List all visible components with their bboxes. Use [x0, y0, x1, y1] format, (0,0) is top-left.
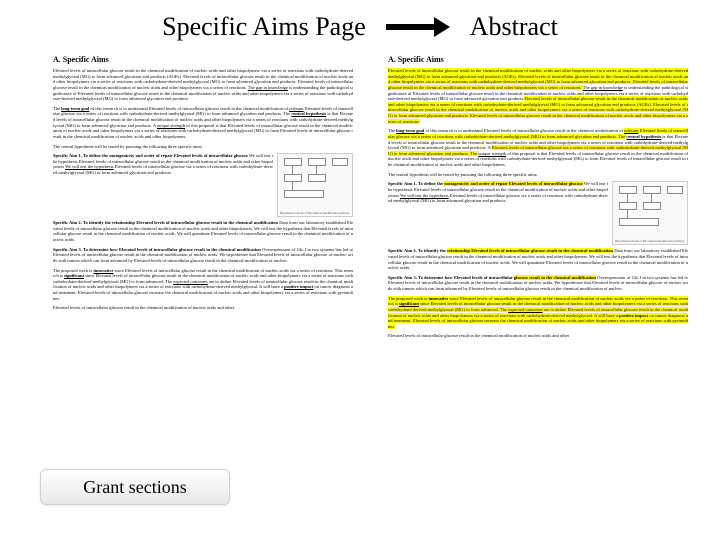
doc-paragraph: The proposed work is innovative since El… — [53, 268, 353, 302]
figure-caption: Hypothetical model of MG-derived modific… — [280, 212, 350, 215]
doc-hypothesis-line: The central hypothesis will be tested by… — [53, 144, 353, 150]
doc-paragraph: The long-term goal of this research is t… — [388, 128, 688, 167]
doc-paragraph: The proposed work is innovative since El… — [388, 296, 688, 330]
aim-2: Specific Aim 2. To identify the relation… — [53, 220, 353, 243]
slide: Specific Aims Page Abstract A. Specific … — [0, 0, 720, 540]
doc-paragraph: Elevated levels of intracellular glucose… — [388, 68, 688, 124]
doc-paragraph: Elevated levels of intracellular glucose… — [53, 305, 353, 311]
aim-3: Specific Aim 3. To determine how Elevate… — [53, 247, 353, 264]
aim-text: Specific Aim 1. To define the mutagenici… — [388, 181, 608, 241]
doc-hypothesis-line: The central hypothesis will be tested by… — [388, 172, 688, 178]
doc-paragraph: The long-term goal of this research is t… — [53, 106, 353, 140]
grant-sections-button[interactable]: Grant sections — [40, 469, 230, 505]
aim-3: Specific Aim 3. To determine how Elevate… — [388, 275, 688, 292]
figure-caption: Hypothetical model of MG-derived modific… — [615, 240, 685, 243]
aim-text: Specific Aim 1. To define the mutagenici… — [53, 153, 273, 213]
doc-section-title: A. Specific Aims — [53, 55, 353, 64]
aim-2: Specific Aim 2. To identify the relation… — [388, 248, 688, 271]
aim-text: Specific Aim 3. To determine how Elevate… — [53, 247, 353, 264]
doc-paragraph: Elevated levels of intracellular glucose… — [388, 333, 688, 339]
doc-section-title: A. Specific Aims — [388, 55, 688, 64]
doc-paragraph: Elevated levels of intracellular glucose… — [53, 68, 353, 102]
document-abstract: A. Specific Aims Elevated levels of intr… — [388, 55, 688, 515]
aim-text: Specific Aim 2. To identify the relation… — [53, 220, 353, 243]
aim-1: Specific Aim 1. To define the mutagenici… — [53, 153, 353, 217]
document-specific-aims: A. Specific Aims Elevated levels of intr… — [53, 55, 353, 450]
aim-text: Specific Aim 3. To determine how Elevate… — [388, 275, 688, 292]
figure-diagram: Hypothetical model of MG-derived modific… — [277, 153, 353, 217]
title-specific-aims: Specific Aims Page — [162, 12, 366, 42]
figure-diagram: Hypothetical model of MG-derived modific… — [612, 181, 688, 245]
arrow-icon — [386, 17, 450, 37]
title-abstract: Abstract — [470, 12, 558, 42]
header: Specific Aims Page Abstract — [0, 12, 720, 42]
button-label: Grant sections — [83, 477, 186, 498]
aim-1: Specific Aim 1. To define the mutagenici… — [388, 181, 688, 245]
aim-text: Specific Aim 2. To identify the relation… — [388, 248, 688, 271]
